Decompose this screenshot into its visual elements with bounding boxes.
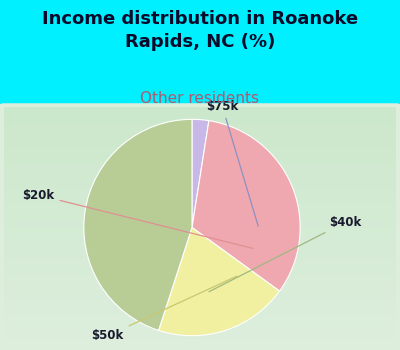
Wedge shape [192, 119, 209, 228]
Text: $75k: $75k [206, 100, 258, 226]
Text: Income distribution in Roanoke
Rapids, NC (%): Income distribution in Roanoke Rapids, N… [42, 10, 358, 51]
Wedge shape [158, 228, 280, 336]
Text: $40k: $40k [209, 216, 362, 292]
Wedge shape [84, 119, 192, 330]
Text: Other residents: Other residents [140, 91, 260, 106]
Text: $50k: $50k [92, 276, 237, 342]
Text: $20k: $20k [22, 189, 253, 248]
Wedge shape [192, 121, 300, 291]
